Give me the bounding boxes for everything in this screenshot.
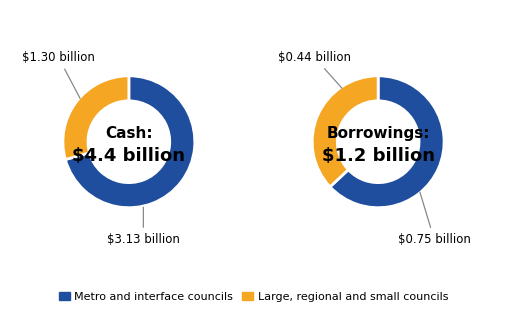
Text: $3.13 billion: $3.13 billion [107,207,180,246]
Wedge shape [65,76,195,208]
Text: $1.30 billion: $1.30 billion [22,51,95,98]
Text: Borrowings:: Borrowings: [327,126,430,141]
Wedge shape [330,76,444,208]
Wedge shape [63,76,129,159]
Text: $0.44 billion: $0.44 billion [278,51,351,88]
Text: $4.4 billion: $4.4 billion [73,147,186,165]
Text: $0.75 billion: $0.75 billion [398,192,470,246]
Text: Cash:: Cash: [105,126,153,141]
Wedge shape [312,76,378,187]
Legend: Metro and interface councils, Large, regional and small councils: Metro and interface councils, Large, reg… [54,287,453,306]
Text: $1.2 billion: $1.2 billion [321,147,434,165]
